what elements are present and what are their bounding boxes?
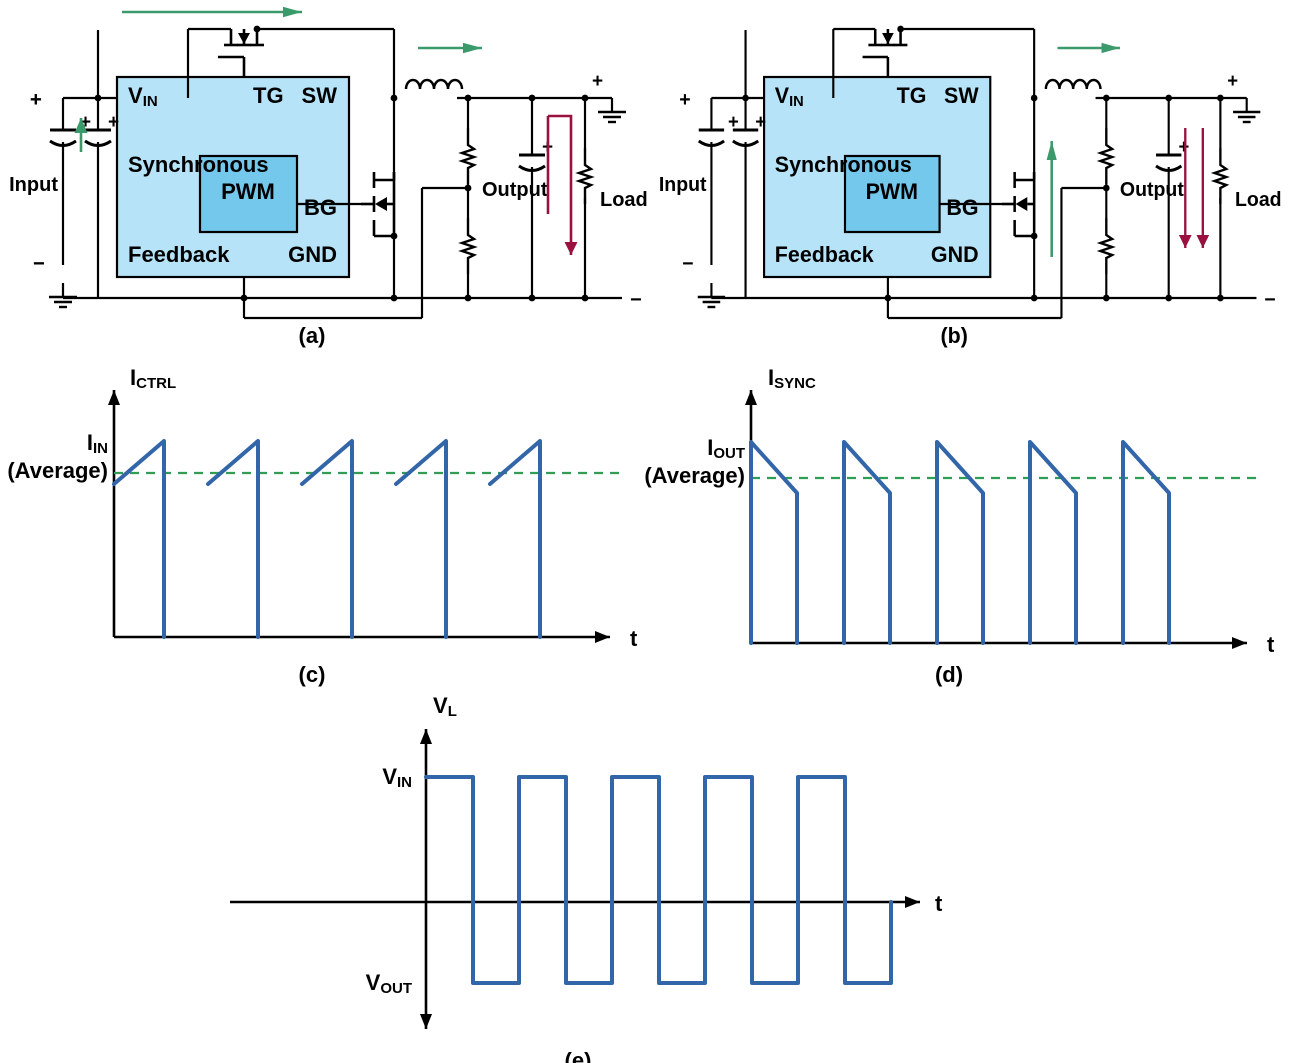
svg-text:(b): (b): [941, 323, 968, 348]
svg-text:+: +: [1178, 136, 1189, 157]
svg-text:+: +: [679, 89, 690, 111]
svg-text:Load: Load: [1235, 189, 1282, 211]
svg-text:Input: Input: [659, 174, 707, 196]
svg-text:BG: BG: [946, 195, 978, 220]
svg-text:SW: SW: [944, 83, 979, 108]
svg-text:Feedback: Feedback: [128, 242, 230, 267]
svg-text:t: t: [1267, 632, 1275, 657]
svg-text:PWM: PWM: [866, 179, 918, 204]
svg-text:+: +: [592, 71, 603, 92]
svg-text:TG: TG: [253, 83, 284, 108]
svg-text:(c): (c): [299, 662, 326, 687]
svg-text:+: +: [1227, 70, 1238, 91]
svg-text:−: −: [33, 253, 45, 275]
svg-text:Output: Output: [482, 179, 548, 201]
svg-text:+: +: [755, 111, 766, 132]
svg-text:SW: SW: [302, 83, 338, 108]
svg-text:Synchronous: Synchronous: [128, 152, 269, 177]
svg-text:−: −: [630, 289, 642, 311]
svg-text:GND: GND: [931, 242, 979, 267]
svg-text:Load: Load: [600, 189, 648, 211]
svg-text:Input: Input: [9, 174, 58, 196]
svg-text:Output: Output: [1120, 179, 1184, 201]
svg-text:GND: GND: [288, 242, 337, 267]
svg-text:Feedback: Feedback: [775, 242, 875, 267]
svg-text:t: t: [935, 891, 943, 916]
svg-text:(e): (e): [565, 1048, 592, 1063]
svg-text:PWM: PWM: [221, 179, 275, 204]
svg-text:+: +: [108, 112, 119, 133]
svg-text:Synchronous: Synchronous: [775, 152, 912, 177]
svg-text:t: t: [630, 626, 638, 651]
svg-text:−: −: [682, 253, 693, 275]
svg-text:(a): (a): [299, 323, 326, 348]
svg-text:(Average): (Average): [644, 463, 745, 488]
svg-text:TG: TG: [897, 83, 927, 108]
svg-text:+: +: [30, 89, 42, 111]
svg-text:−: −: [1264, 289, 1275, 311]
svg-text:(d): (d): [935, 662, 963, 687]
svg-text:(Average): (Average): [7, 458, 108, 483]
svg-text:BG: BG: [304, 195, 337, 220]
